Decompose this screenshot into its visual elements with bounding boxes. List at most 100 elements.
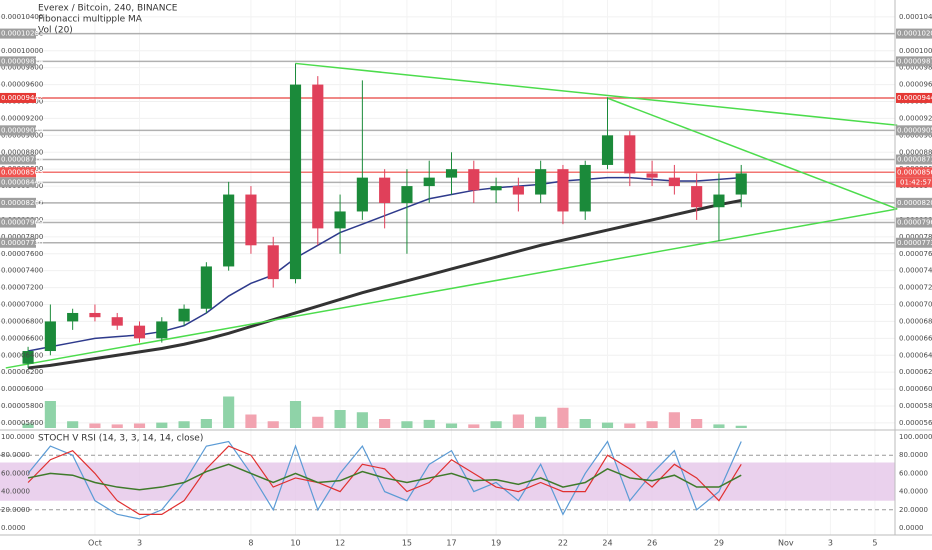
x-tick-label: 19: [491, 539, 501, 548]
level-tag: [896, 125, 932, 136]
level-tag: [896, 217, 932, 228]
y-tick-label: 0.00008800: [899, 148, 932, 156]
y-tick-label: 0.00007600: [899, 250, 932, 258]
moving-average: [27, 198, 742, 370]
volume-bar: [200, 419, 212, 428]
y-tick-label: 0.00009600: [899, 81, 932, 89]
volume-bar: [334, 410, 346, 428]
candle-body: [223, 194, 235, 267]
volume-bar: [624, 423, 636, 428]
y-tick-label: 0.00005800: [1, 402, 43, 410]
level-tag-label: 0.00010203: [1, 30, 43, 38]
y-tick-label: 0.00009600: [1, 81, 43, 89]
y-tick-label: 0.00006000: [899, 385, 932, 393]
level-tag-label: 0.00008563: [1, 168, 43, 176]
stoch-tick-label: 20.0000: [899, 506, 928, 514]
volume-bar: [289, 401, 302, 428]
volume-bar: [133, 423, 146, 428]
y-tick-label: 0.00007800: [899, 233, 932, 241]
volume-bar: [490, 421, 502, 428]
stoch-line: [27, 440, 742, 520]
y-tick-label: 0.00009200: [1, 114, 43, 122]
countdown: 01:42:57: [900, 178, 931, 186]
candle-body: [200, 266, 212, 309]
y-tick-label: 0.00005600: [1, 419, 43, 427]
candle-body: [334, 211, 346, 229]
candle-body: [468, 169, 480, 191]
stoch-tick-label: 80.0000: [899, 451, 928, 459]
candle-body: [535, 169, 547, 195]
level-tag: [0, 177, 36, 188]
x-tick-label: 10: [290, 539, 300, 548]
level-tag: [896, 237, 932, 248]
candle-body: [624, 135, 636, 174]
candle-body: [601, 135, 614, 165]
y-tick-label: 0.00009200: [899, 114, 932, 122]
volume-bar: [22, 423, 34, 428]
stoch-line: [27, 463, 742, 491]
x-tick-label: 24: [602, 539, 612, 548]
y-tick-label: 0.00007800: [1, 233, 43, 241]
y-tick-label: 0.00006600: [899, 334, 932, 342]
candle-body: [178, 308, 190, 322]
stoch-tick-label: 60.0000: [899, 469, 928, 477]
x-tick-label: Oct: [88, 539, 102, 548]
stoch-tick-label: 100.0000: [1, 433, 34, 441]
trendline: [607, 97, 898, 210]
candle-body: [713, 194, 725, 208]
volume-bar: [401, 421, 413, 428]
volume-bar: [111, 424, 123, 428]
level-tag: [0, 167, 36, 178]
y-tick-label: 0.00007000: [899, 301, 932, 309]
candle-body: [133, 325, 146, 339]
x-tick-label: 26: [647, 539, 657, 548]
stoch-tick-label: 0.0000: [1, 524, 26, 532]
y-tick-label: 0.00006400: [899, 351, 932, 359]
candle-body: [668, 177, 680, 187]
level-tag-label: 0.00007969: [1, 219, 43, 227]
volume-bar: [267, 421, 279, 428]
level-tag-label: 0.00009059: [897, 126, 932, 134]
volume-bar: [512, 414, 524, 428]
level-tag: [896, 197, 932, 208]
volume-bar: [423, 419, 435, 428]
y-tick-label: 0.00007200: [1, 284, 43, 292]
trendline: [5, 208, 898, 369]
volume-bar: [223, 396, 235, 428]
candle-body: [44, 321, 56, 352]
chart-title: Everex / Bitcoin, 240, BINANCE: [38, 4, 178, 14]
level-tag-label: 0.00008202: [1, 199, 43, 207]
level-tag-label: 0.00008714: [1, 156, 44, 164]
stoch-line: [27, 445, 742, 515]
y-tick-label: 0.00007400: [1, 267, 43, 275]
candle-body: [111, 317, 123, 326]
level-tag-label: 0.00007730: [897, 239, 932, 247]
level-tag: [0, 92, 36, 103]
level-tag-label: 0.00009442: [897, 94, 932, 102]
level-tag: [896, 92, 932, 103]
level-tag: [0, 217, 36, 228]
x-tick-label: 29: [714, 539, 724, 548]
volume-bar: [356, 412, 368, 428]
volume-bar: [557, 407, 569, 428]
volume-bar: [379, 419, 391, 428]
candle-body: [646, 173, 658, 178]
x-tick-label: 8: [248, 539, 253, 548]
level-tag: [0, 237, 36, 248]
y-tick-label: 0.00006200: [899, 368, 932, 376]
level-tag: [896, 28, 932, 39]
x-tick-label: 3: [137, 539, 142, 548]
x-tick-label: 3: [828, 539, 833, 548]
y-tick-label: 0.00006800: [1, 317, 43, 325]
volume-bar: [713, 424, 725, 428]
stoch-tick-label: 20.0000: [1, 506, 30, 514]
candle-body: [22, 351, 34, 364]
level-tag-label: 0.00008444: [1, 178, 44, 186]
trendline: [295, 62, 898, 126]
candle-body: [691, 186, 703, 208]
candle-body: [735, 173, 747, 195]
stoch-tick-label: 80.0000: [1, 451, 30, 459]
volume-bar: [312, 416, 324, 428]
